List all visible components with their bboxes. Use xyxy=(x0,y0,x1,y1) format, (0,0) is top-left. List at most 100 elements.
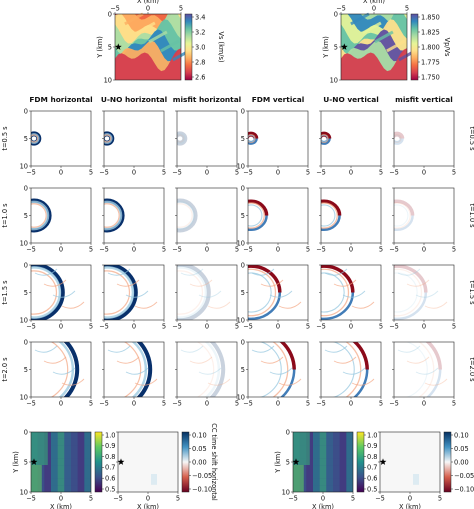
x-tick-label: 5 xyxy=(379,169,383,177)
x-tick-label: 5 xyxy=(379,246,383,254)
column-title: misfit vertical xyxy=(395,95,453,104)
wavefront-lower xyxy=(248,215,268,231)
y-tick-label: 10 xyxy=(282,488,290,496)
y-tick-label: 0 xyxy=(24,338,28,346)
colorbar-tick-label: 1.0 xyxy=(367,431,378,439)
y-tick-label: 10 xyxy=(237,239,245,247)
colorbar-tick-label: 1.0 xyxy=(105,431,116,439)
wavefront xyxy=(104,265,138,320)
x-tick-label: 0 xyxy=(349,323,353,331)
y-tick-label: 10 xyxy=(20,393,28,401)
x-tick-label: 5 xyxy=(452,323,456,331)
snapshot-panel xyxy=(176,110,238,167)
x-tick-label: −5 xyxy=(172,246,182,254)
y-tick-label: 5 xyxy=(241,289,245,297)
y-tick-label: 10 xyxy=(237,316,245,324)
x-tick-label: 5 xyxy=(379,323,383,331)
x-tick-label: −5 xyxy=(389,246,399,254)
wavefront xyxy=(31,198,52,233)
x-tick-label: −5 xyxy=(389,323,399,331)
y-tick-label: 5 xyxy=(24,212,28,220)
y-tick-label: 10 xyxy=(20,316,28,324)
colorbar xyxy=(181,431,190,493)
colorbar-tick-label: 0.10 xyxy=(454,431,469,439)
snapshot-panel xyxy=(103,187,165,244)
y-axis-label: Y (km) xyxy=(274,451,282,474)
x-axis-label: X (km) xyxy=(312,503,334,509)
source-star xyxy=(117,458,125,465)
x-tick-label: −5 xyxy=(26,495,36,503)
x-tick-label: −5 xyxy=(243,400,253,408)
wavefront-upper xyxy=(394,131,405,139)
row-label-right: t=1.0 s xyxy=(468,203,474,228)
colorbar-tick-label: 1.850 xyxy=(421,13,440,21)
x-tick-label: 0 xyxy=(132,169,136,177)
wavefront xyxy=(31,265,65,320)
source-star xyxy=(340,43,348,50)
x-tick-label: 5 xyxy=(438,495,442,503)
colorbar xyxy=(94,431,103,493)
colorbar-tick-label: 1.800 xyxy=(421,43,440,51)
row-label: t=0.5 s xyxy=(1,126,9,151)
vp-vs-model-map xyxy=(341,12,418,80)
wavefront xyxy=(177,131,188,146)
y-tick-label: 0 xyxy=(24,428,28,436)
snapshot-panel xyxy=(393,341,455,398)
column-title: U-NO vertical xyxy=(323,95,379,104)
x-tick-label: −5 xyxy=(288,495,298,503)
x-tick-label: −5 xyxy=(336,5,346,13)
x-axis-label: X (km) xyxy=(137,503,159,509)
colorbar-tick-label: 0.10 xyxy=(192,431,207,439)
colorbar-tick-label: 2.6 xyxy=(195,73,206,81)
x-tick-label: 0 xyxy=(349,400,353,408)
colorbar-tick-label: 0.8 xyxy=(105,453,116,461)
wavefront-upper xyxy=(394,265,428,293)
x-tick-label: 5 xyxy=(235,323,239,331)
wavefront xyxy=(177,198,198,233)
y-tick-label: 5 xyxy=(334,43,338,51)
snapshot-panel xyxy=(247,341,309,398)
vs-model-map xyxy=(115,12,192,80)
cc-shift-horizontal-map xyxy=(118,432,178,492)
colorbar-label: Vp/Vs xyxy=(443,38,451,57)
y-tick-label: 5 xyxy=(24,458,28,466)
y-axis-label: Y (km) xyxy=(96,36,104,59)
y-tick-label: 0 xyxy=(241,184,245,192)
wavefront-lower xyxy=(426,369,442,397)
x-tick-label: −5 xyxy=(26,323,36,331)
wavefront-upper xyxy=(321,265,355,293)
y-tick-label: 0 xyxy=(241,107,245,115)
colorbar-tick-label: 0.00 xyxy=(192,458,207,466)
x-tick-label: 5 xyxy=(89,495,93,503)
x-axis-label: X (km) xyxy=(50,503,72,509)
row-label: t=2.0 s xyxy=(1,357,9,382)
x-tick-label: −5 xyxy=(99,169,109,177)
wavefront xyxy=(63,342,80,397)
x-tick-label: 5 xyxy=(306,246,310,254)
x-axis-label: X (km) xyxy=(137,0,159,5)
y-tick-label: 5 xyxy=(24,289,28,297)
x-tick-label: 0 xyxy=(59,246,63,254)
y-tick-label: 0 xyxy=(24,107,28,115)
x-tick-label: 5 xyxy=(405,5,409,13)
x-tick-label: 5 xyxy=(89,400,93,408)
x-tick-label: 0 xyxy=(59,495,63,503)
y-tick-label: 5 xyxy=(241,135,245,143)
y-tick-label: 5 xyxy=(241,212,245,220)
x-tick-label: 5 xyxy=(351,495,355,503)
x-tick-label: −5 xyxy=(243,169,253,177)
colorbar xyxy=(356,431,365,493)
x-tick-label: −5 xyxy=(316,246,326,254)
x-tick-label: 0 xyxy=(422,246,426,254)
colorbar-tick-label: 0.05 xyxy=(192,445,207,453)
wavefront-upper xyxy=(394,199,415,216)
source-star xyxy=(379,458,387,465)
wavefront-upper xyxy=(248,265,282,293)
y-tick-label: 10 xyxy=(20,239,28,247)
cc-shift-vertical-map xyxy=(380,432,440,492)
colorbar-tick-label: 0.00 xyxy=(454,458,469,466)
x-tick-label: 0 xyxy=(372,5,376,13)
column-title: FDM horizontal xyxy=(29,95,92,104)
y-tick-label: 5 xyxy=(24,135,28,143)
